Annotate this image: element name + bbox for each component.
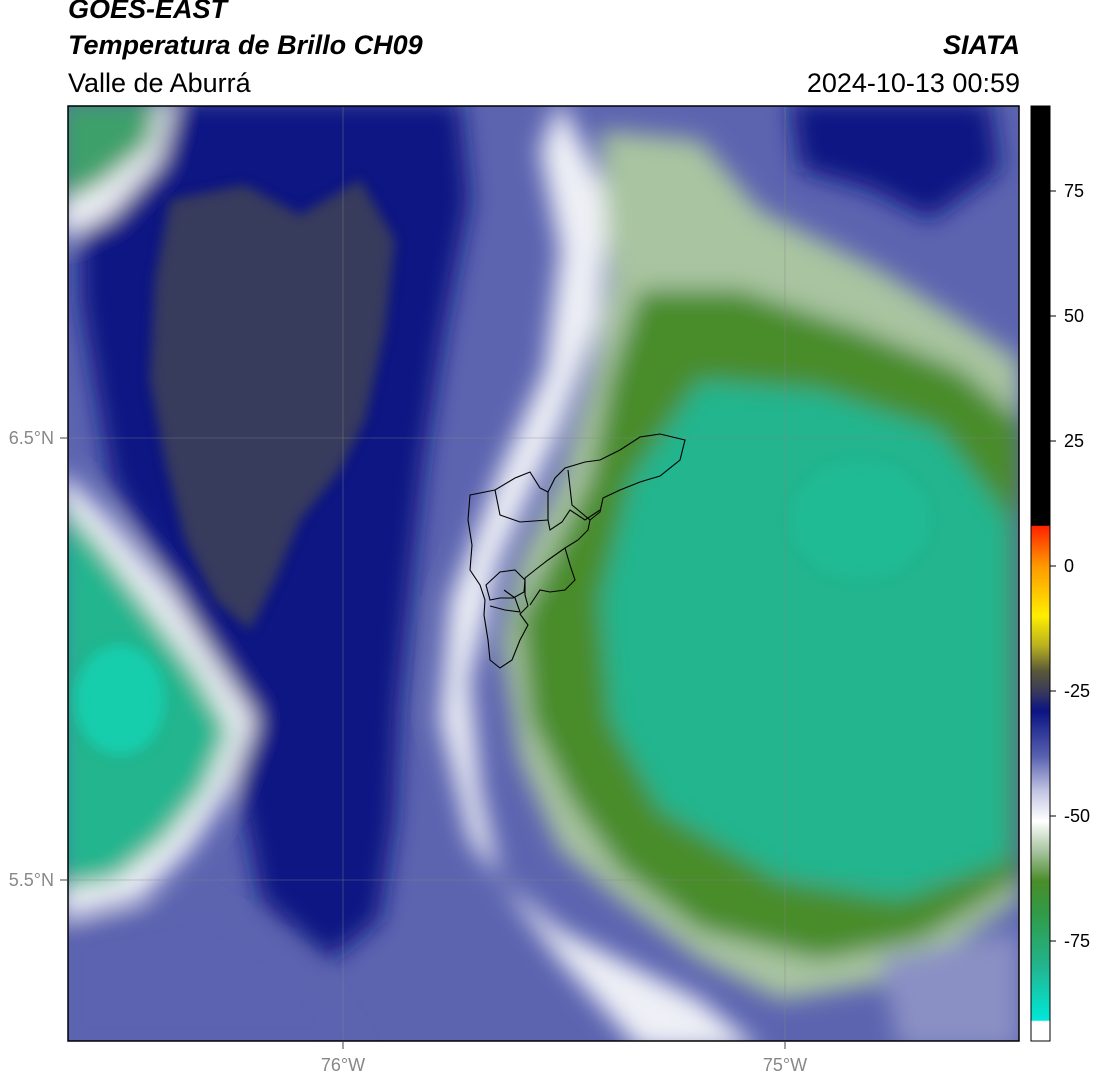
colorbar-tick-label: 0 [1064, 556, 1074, 576]
colorbar-tick-label: 75 [1064, 181, 1084, 201]
lat-tick-label: 6.5°N [9, 428, 54, 448]
product-title: Temperatura de Brillo CH09 [68, 30, 423, 60]
colorbar-tick-label: 50 [1064, 306, 1084, 326]
region-subtitle: Valle de Aburrá [68, 68, 251, 98]
lat-axis [60, 437, 68, 881]
lon-tick-label: 75°W [763, 1055, 807, 1075]
lat-tick-label: 5.5°N [9, 870, 54, 890]
map-frame [67, 105, 1020, 1042]
colorbar-tick-label: 25 [1064, 431, 1084, 451]
colorbar-tick-label: -25 [1064, 681, 1090, 701]
agency-label: SIATA [943, 30, 1020, 60]
colorbar: 75 50 25 0 -25 -50 -75 [1030, 105, 1090, 1042]
brightness-temperature-field [68, 106, 1019, 1041]
datetime-label: 2024-10-13 00:59 [806, 68, 1020, 98]
graticule [68, 106, 1019, 1041]
lon-tick-label: 76°W [321, 1055, 365, 1075]
lon-axis [342, 1041, 786, 1049]
colorbar-tick-label: -50 [1064, 806, 1090, 826]
colorbar-scale [1030, 105, 1051, 1042]
satellite-title: GOES-EAST [68, 0, 228, 24]
municipality-boundaries [467, 433, 686, 669]
colorbar-ticks: 75 50 25 0 -25 -50 -75 [1050, 181, 1090, 951]
colorbar-tick-label: -75 [1064, 931, 1090, 951]
